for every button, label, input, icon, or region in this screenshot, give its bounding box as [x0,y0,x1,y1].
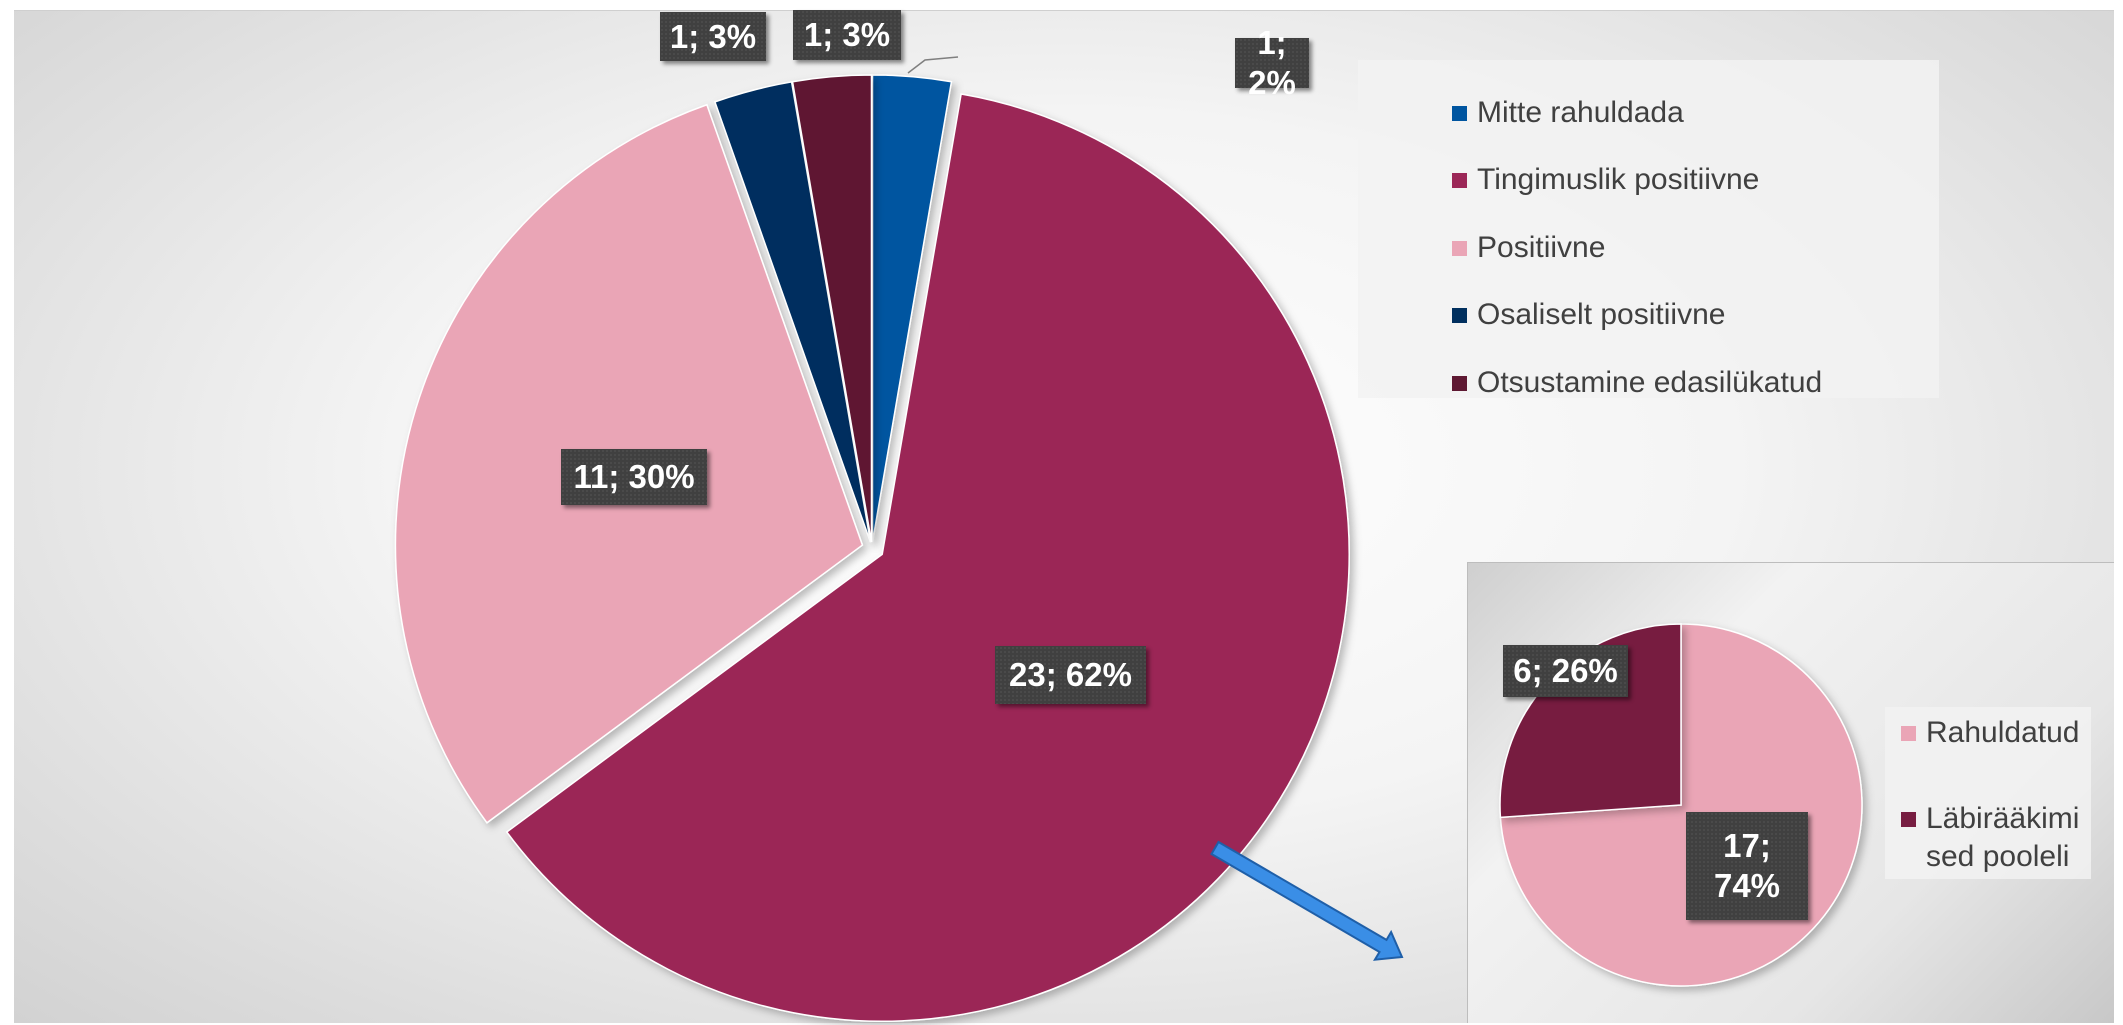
legend-label-2: Positiivne [1477,231,1606,264]
data-label-positiivne: 11; 30% [561,449,707,505]
legend-item-2: Positiivne [1452,228,1605,268]
data-label-mitte-rahuldada: 1; 2% [1235,24,1309,101]
legend-label-4: Otsustamine edasilükatud [1477,366,1823,399]
inset-legend-swatch-0 [1901,726,1916,741]
leader-line [907,56,959,74]
main-pie-slice-1 [505,93,1350,1022]
legend-label-0: Mitte rahuldada [1477,96,1684,129]
inset-legend-label-1: Läbirääkimi sed pooleli [1926,802,2080,873]
legend-swatch-4 [1452,375,1467,391]
data-label-otsustamine-edasilukatud: 1; 3% [793,10,901,60]
main-legend: Mitte rahuldada Tingimuslik positiivne P… [1358,60,1939,399]
inset-legend-swatch-1 [1901,812,1916,827]
main-pie-slice-3 [713,81,872,543]
legend-item-1: Tingimuslik positiivne [1452,160,1759,200]
legend-swatch-3 [1452,307,1467,323]
legend-swatch-1 [1452,172,1467,188]
inset-legend-label-0: Rahuldatud [1926,716,2080,749]
legend-label-3: Osaliselt positiivne [1477,298,1726,331]
data-label-tingimuslik-positiivne: 23; 62% [995,646,1146,704]
inset-legend-item-1: Läbirääkimi sed pooleli [1901,800,2096,876]
legend-item-4: Otsustamine edasilükatud [1452,363,1822,403]
legend-label-1: Tingimuslik positiivne [1477,163,1760,196]
data-label-labiraakimised: 6; 26% [1503,645,1628,697]
data-label-rahuldatud: 17; 74% [1686,812,1808,920]
inset-legend-item-0: Rahuldatud [1901,714,2096,752]
arrow-icon [1210,840,1404,961]
legend-swatch-0 [1452,105,1467,121]
legend-swatch-2 [1452,240,1467,256]
legend-item-3: Osaliselt positiivne [1452,295,1725,335]
data-label-osaliselt-positiivne: 1; 3% [660,12,766,61]
inset-legend: Rahuldatud Läbirääkimi sed pooleli [1885,707,2091,879]
legend-item-0: Mitte rahuldada [1452,93,1684,133]
main-pie-slice-0 [871,74,953,543]
main-pie-slice-4 [791,74,873,543]
